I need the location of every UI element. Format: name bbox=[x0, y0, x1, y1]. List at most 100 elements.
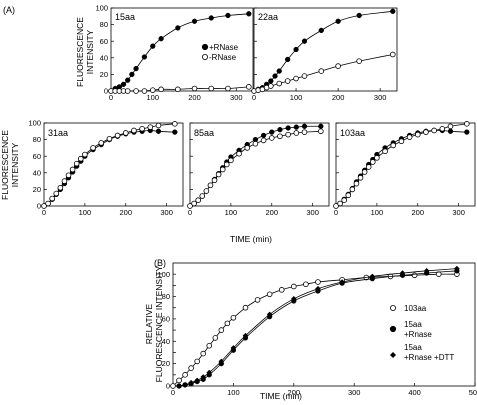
chart-3-series-1-point-17 bbox=[285, 131, 291, 138]
chart-0-series-0-point-6 bbox=[133, 65, 139, 72]
chart-1-series-0-point-13 bbox=[390, 8, 396, 14]
chart-5-ytick-label-0: 0 bbox=[166, 382, 170, 391]
chart-2-series-1-point-8 bbox=[73, 160, 80, 167]
chart-4-series-1-point-20 bbox=[464, 121, 470, 127]
chart-0-ytick-label-1: 20 bbox=[100, 70, 108, 79]
panel-label-b: (B) bbox=[154, 258, 166, 268]
chart-0-xtick-label-1: 100 bbox=[147, 93, 160, 102]
chart-5-series-2-point-11 bbox=[315, 285, 321, 292]
chart-1-series-0-point-12 bbox=[356, 12, 362, 19]
chart-5-frame bbox=[172, 262, 476, 387]
chart-1-series-1-point-12 bbox=[389, 51, 396, 58]
chart-3-series-1-point-13 bbox=[252, 140, 259, 147]
chart-5-ytick-label-8: 80 bbox=[162, 292, 170, 301]
chart-3-series-1-point-6 bbox=[211, 177, 218, 184]
chart-2-series-1-point-6 bbox=[65, 172, 72, 179]
chart-4-series-1-point-15 bbox=[414, 131, 421, 138]
chart-3-series-1-point-0 bbox=[187, 203, 193, 209]
legend-b-filled-marker bbox=[389, 325, 397, 333]
chart-1-xtick-label-3: 300 bbox=[374, 93, 387, 102]
chart-1-series-0-point-6 bbox=[276, 68, 282, 74]
chart-2-series-1-point-19 bbox=[155, 122, 162, 129]
chart-2-title: 31aa bbox=[48, 128, 68, 138]
chart-1-xtick-label-1: 100 bbox=[290, 93, 303, 102]
chart-0-ytick-label-2: 40 bbox=[100, 53, 108, 62]
y-label-mid-1: FLUORESCENCE bbox=[0, 130, 10, 200]
chart-1-series-0-point-4 bbox=[268, 78, 274, 84]
chart-3-series-1-point-12 bbox=[244, 145, 251, 151]
chart-5-series-0-point-15 bbox=[290, 283, 297, 290]
legend-b-diamond-marker bbox=[390, 352, 396, 358]
chart-5-series-2-point-5 bbox=[206, 369, 213, 376]
chart-0-series-1-point-10 bbox=[191, 85, 198, 92]
chart-4-title: 103aa bbox=[340, 128, 365, 138]
chart-4-series-1-point-9 bbox=[369, 159, 376, 165]
chart-2-series-1-point-18 bbox=[147, 124, 154, 130]
legend-a: +RNase -RNase bbox=[201, 43, 239, 62]
chart-5-series-0-point-14 bbox=[278, 287, 285, 293]
chart-2-ytick-label-2: 40 bbox=[33, 168, 41, 177]
chart-0-series-1-point-6 bbox=[141, 88, 148, 94]
chart-3-series-1-point-15 bbox=[268, 135, 275, 141]
y-label-bottom-2: FLUORESCENCE INTENSITY bbox=[154, 265, 164, 382]
chart-0-series-0-point-7 bbox=[141, 54, 148, 60]
chart-2-series-1-point-11 bbox=[90, 145, 96, 151]
chart-0-series-1-point-13 bbox=[246, 84, 252, 90]
chart-2-series-1-point-16 bbox=[131, 127, 137, 134]
chart-3-series-1-point-19 bbox=[301, 129, 308, 135]
chart-4-series-1-point-6 bbox=[357, 174, 364, 181]
chart-5-series-0-point-1 bbox=[176, 377, 182, 384]
chart-0-frame bbox=[110, 7, 254, 92]
chart-4-series-1-point-0 bbox=[333, 203, 339, 209]
chart-4-series-1-point-5 bbox=[353, 180, 360, 187]
chart-5-series-2-point-9 bbox=[266, 311, 273, 318]
chart-0-series-1-point-7 bbox=[149, 87, 156, 93]
legend-b-open-marker bbox=[389, 304, 396, 311]
chart-0-title: 15aa bbox=[115, 12, 135, 22]
chart-2-ytick-label-5: 100 bbox=[28, 119, 41, 128]
chart-0-ytick-label-4: 80 bbox=[100, 20, 108, 29]
chart-5-series-2-point-7 bbox=[230, 345, 237, 351]
chart-0-series-0-point-11 bbox=[191, 18, 198, 24]
chart-3-series-0-point-20 bbox=[318, 123, 324, 129]
chart-5-series-2-point-1 bbox=[182, 382, 188, 388]
chart-0-series-0-point-10 bbox=[175, 25, 181, 31]
chart-4-frame bbox=[335, 122, 476, 207]
chart-5-series-0-point-13 bbox=[266, 291, 273, 298]
chart-5-series-0-point-8 bbox=[218, 327, 225, 333]
chart-2-series-1-point-1 bbox=[45, 200, 51, 207]
chart-5-series-2-point-8 bbox=[242, 332, 249, 339]
chart-0-series-0-point-4 bbox=[125, 77, 131, 83]
chart-5-series-0-point-10 bbox=[230, 314, 237, 321]
chart-3-series-1-point-14 bbox=[260, 137, 267, 144]
chart-4-series-1-point-8 bbox=[365, 164, 372, 170]
legend-a-filled-marker bbox=[201, 43, 209, 51]
chart-5-series-2-point-2 bbox=[188, 379, 194, 386]
chart-1-series-0-point-5 bbox=[272, 73, 278, 79]
chart-1-xtick-label-0: 0 bbox=[252, 93, 256, 102]
chart-5-series-0-point-7 bbox=[212, 335, 219, 341]
chart-4-series-1-point-14 bbox=[406, 134, 413, 140]
chart-3-series-1-point-18 bbox=[293, 130, 300, 136]
chart-0-series-1-point-4 bbox=[124, 88, 131, 94]
chart-2-series-1-point-12 bbox=[98, 140, 105, 146]
legend-a-open-label: -RNase bbox=[209, 53, 237, 62]
chart-1-series-0-line bbox=[253, 10, 393, 92]
chart-4-series-1-point-18 bbox=[439, 126, 446, 132]
chart-5-series-0-point-2 bbox=[182, 372, 188, 378]
chart-0-xtick-label-0: 0 bbox=[109, 93, 113, 102]
chart-4-series-1-point-1 bbox=[337, 200, 343, 207]
chart-2-series-1-point-10 bbox=[82, 151, 88, 158]
chart-5-series-2-point-3 bbox=[194, 377, 200, 384]
chart-5-xtick-label-3: 300 bbox=[348, 388, 361, 397]
chart-3-series-1-point-8 bbox=[219, 166, 226, 173]
chart-3-series-0-point-19 bbox=[301, 123, 308, 129]
y-label-top-2: INTENSITY bbox=[85, 29, 95, 74]
chart-2-series-1-point-5 bbox=[61, 178, 68, 184]
chart-3-series-1-point-11 bbox=[236, 150, 242, 157]
chart-0-ytick-label-3: 60 bbox=[100, 37, 108, 46]
chart-5-series-2-point-13 bbox=[369, 273, 376, 280]
legend-b-filled-label-2: +Rnase bbox=[404, 330, 432, 339]
chart-0-series-0-point-8 bbox=[150, 43, 156, 49]
